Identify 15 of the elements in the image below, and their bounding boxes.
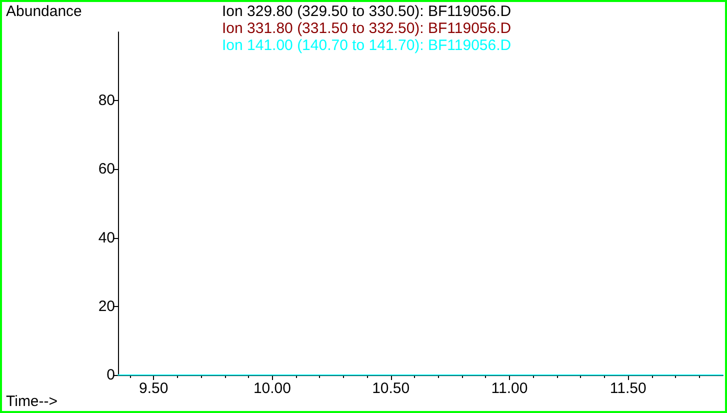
- x-tick-label: 11.00: [491, 380, 528, 397]
- legend-label: Ion 329.80 (329.50 to 330.50): BF119056.D: [222, 3, 512, 20]
- x-tick-label: 9.50: [138, 380, 168, 397]
- y-tick-label: 60: [98, 160, 115, 178]
- y-tick-label: 0: [106, 366, 115, 384]
- x-tick-label: 11.50: [610, 380, 646, 397]
- y-axis-title: Abundance: [6, 3, 82, 20]
- y-tick-label: 40: [98, 229, 115, 246]
- x-tick-label: 10.00: [253, 380, 291, 397]
- y-tick-label: 20: [98, 298, 115, 315]
- text: Ion 141.00 (140.70 to 141.70): BF119056.D: [222, 37, 512, 54]
- x-axis-title: Time-->: [6, 393, 58, 410]
- x-tick-label: 10.50: [372, 380, 410, 397]
- legend-label: Ion 331.80 (331.50 to 332.50): BF119056.D: [222, 20, 512, 37]
- y-tick-label: 80: [98, 92, 115, 110]
